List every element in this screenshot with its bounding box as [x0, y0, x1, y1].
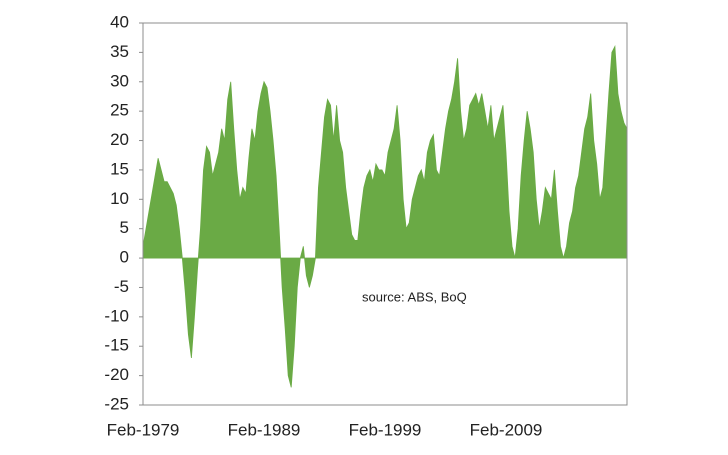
- y-tick-label: -15: [104, 336, 129, 355]
- y-tick-label: 15: [110, 159, 129, 178]
- y-tick-label: 40: [110, 12, 129, 31]
- x-tick-label: Feb-1999: [349, 420, 422, 439]
- y-tick-label: 20: [110, 130, 129, 149]
- y-tick-label: 25: [110, 101, 129, 120]
- y-tick-label: 10: [110, 189, 129, 208]
- y-tick-label: -20: [104, 365, 129, 384]
- plot-frame: [142, 22, 628, 406]
- x-tick-label: Feb-1979: [107, 420, 180, 439]
- area: [142, 45, 628, 388]
- y-tick-label: -5: [114, 277, 129, 296]
- y-tick-label: 5: [120, 218, 129, 237]
- y-tick-label: 0: [120, 248, 129, 267]
- y-tick-label: 30: [110, 71, 129, 90]
- y-tick-label: -25: [104, 394, 129, 413]
- y-tick-label: -10: [104, 306, 129, 325]
- x-tick-label: Feb-2009: [470, 420, 543, 439]
- y-tick-label: 35: [110, 42, 129, 61]
- annotation: source: ABS, BoQ: [362, 289, 467, 304]
- x-tick-label: Feb-1989: [228, 420, 301, 439]
